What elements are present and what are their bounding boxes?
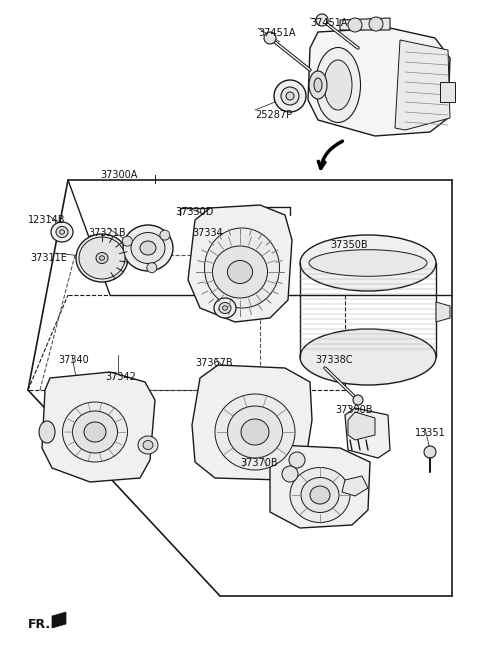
Ellipse shape xyxy=(300,329,436,385)
Circle shape xyxy=(264,32,276,44)
Text: 37338C: 37338C xyxy=(315,355,352,365)
Circle shape xyxy=(369,17,383,31)
Ellipse shape xyxy=(223,306,228,310)
Text: 37370B: 37370B xyxy=(240,458,277,468)
Ellipse shape xyxy=(310,486,330,504)
Ellipse shape xyxy=(60,230,64,234)
Ellipse shape xyxy=(76,234,128,282)
Polygon shape xyxy=(340,18,390,30)
Text: 37311E: 37311E xyxy=(30,253,67,263)
Ellipse shape xyxy=(72,411,118,453)
Ellipse shape xyxy=(228,406,283,458)
Circle shape xyxy=(316,14,328,26)
Ellipse shape xyxy=(215,394,295,470)
Text: 37367B: 37367B xyxy=(195,358,233,368)
Ellipse shape xyxy=(315,47,360,123)
Ellipse shape xyxy=(274,80,306,112)
Text: 37342: 37342 xyxy=(105,372,136,382)
Polygon shape xyxy=(436,302,450,322)
Polygon shape xyxy=(395,40,450,130)
Text: FR.: FR. xyxy=(28,618,51,631)
Ellipse shape xyxy=(324,60,352,110)
Ellipse shape xyxy=(123,225,173,271)
Ellipse shape xyxy=(204,228,279,308)
Text: 37334: 37334 xyxy=(192,228,223,238)
Text: 25287P: 25287P xyxy=(255,110,292,120)
Ellipse shape xyxy=(56,226,68,237)
Ellipse shape xyxy=(51,222,73,242)
Text: 37300A: 37300A xyxy=(100,170,137,180)
Ellipse shape xyxy=(281,87,299,105)
Text: 37451A: 37451A xyxy=(310,18,348,28)
Ellipse shape xyxy=(301,478,339,512)
Ellipse shape xyxy=(219,302,231,314)
Text: 12314B: 12314B xyxy=(28,215,65,225)
Ellipse shape xyxy=(228,260,252,283)
Circle shape xyxy=(424,446,436,458)
Text: 37330D: 37330D xyxy=(175,207,214,217)
Circle shape xyxy=(353,395,363,405)
Ellipse shape xyxy=(84,422,106,442)
Ellipse shape xyxy=(96,253,108,264)
Ellipse shape xyxy=(62,402,128,462)
Ellipse shape xyxy=(309,71,327,99)
Ellipse shape xyxy=(290,468,350,522)
Circle shape xyxy=(289,452,305,468)
Polygon shape xyxy=(348,412,375,440)
Polygon shape xyxy=(308,28,450,136)
Text: 37321B: 37321B xyxy=(88,228,126,238)
Polygon shape xyxy=(342,476,368,496)
Ellipse shape xyxy=(213,246,267,298)
Ellipse shape xyxy=(241,419,269,445)
Circle shape xyxy=(348,18,362,32)
Polygon shape xyxy=(52,612,66,628)
Polygon shape xyxy=(192,365,312,480)
Text: 37350B: 37350B xyxy=(330,240,368,250)
Text: 37340: 37340 xyxy=(58,355,89,365)
Ellipse shape xyxy=(300,235,436,291)
Polygon shape xyxy=(42,372,155,482)
Circle shape xyxy=(160,230,170,240)
Text: 13351: 13351 xyxy=(415,428,446,438)
Polygon shape xyxy=(440,82,455,102)
Ellipse shape xyxy=(99,256,105,260)
Circle shape xyxy=(122,236,132,246)
Polygon shape xyxy=(345,408,390,458)
Polygon shape xyxy=(270,445,370,528)
Ellipse shape xyxy=(309,250,427,276)
Text: 37451A: 37451A xyxy=(258,28,296,38)
Ellipse shape xyxy=(214,298,236,318)
Circle shape xyxy=(282,466,298,482)
Ellipse shape xyxy=(140,241,156,255)
Text: 37390B: 37390B xyxy=(335,405,372,415)
Polygon shape xyxy=(188,205,292,322)
Ellipse shape xyxy=(143,440,153,449)
Ellipse shape xyxy=(131,232,165,264)
Ellipse shape xyxy=(286,92,294,100)
Ellipse shape xyxy=(314,78,322,92)
Ellipse shape xyxy=(39,421,55,443)
Ellipse shape xyxy=(79,237,125,279)
Circle shape xyxy=(147,262,157,273)
Ellipse shape xyxy=(138,436,158,454)
